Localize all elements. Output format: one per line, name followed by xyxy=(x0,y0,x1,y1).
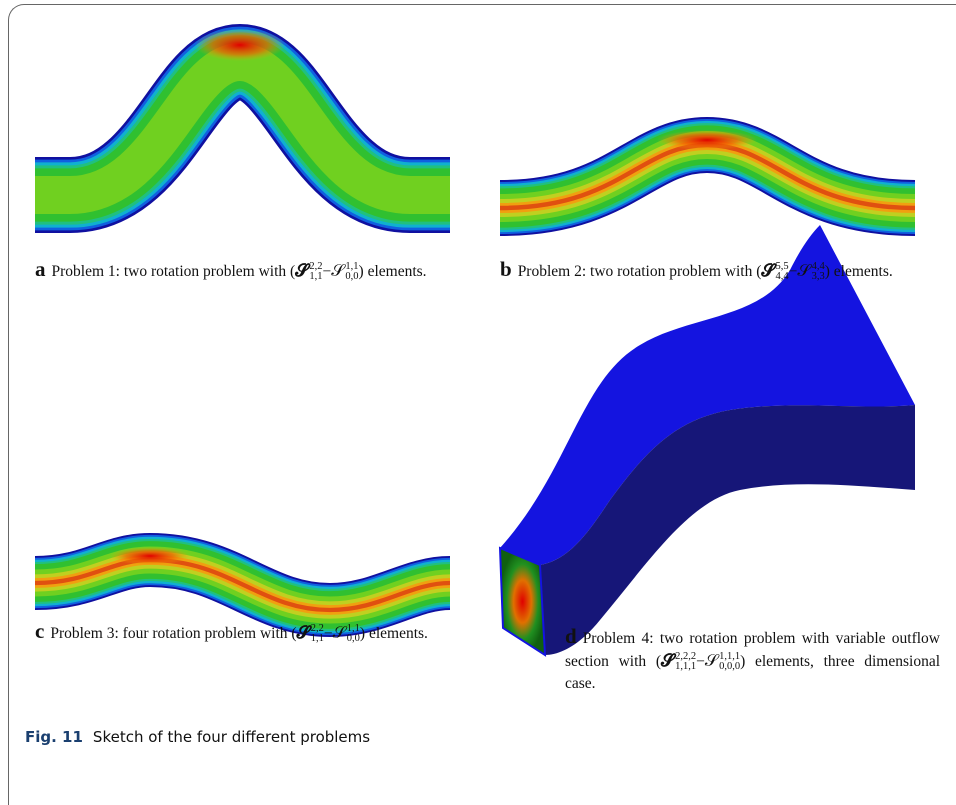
math-indices: 2,2 1,1 xyxy=(310,623,324,645)
panel-label: c xyxy=(35,619,45,643)
hot-spot xyxy=(657,130,757,150)
math-sup: 4,4 xyxy=(811,261,825,273)
math-indices: 1,1 0,0 xyxy=(345,261,359,283)
math-base: 𝓢 xyxy=(761,261,775,280)
band-layer xyxy=(34,557,451,613)
math-base: 𝒮 xyxy=(332,623,346,642)
figure-caption: Fig. 11 Sketch of the four different prob… xyxy=(25,728,370,746)
caption-text: Problem 4: two rotation problem with var… xyxy=(565,630,940,670)
math-symbol: − xyxy=(696,653,705,670)
math-sup: 2,2,2 xyxy=(675,651,697,663)
math: (𝓢 2,2 1,1 −𝒮 1,1 0,0) xyxy=(290,261,364,283)
math-symbol: ( xyxy=(290,263,296,280)
math-base: 𝒮 xyxy=(331,261,345,280)
math-symbol: − xyxy=(788,263,798,280)
math-symbol: ) xyxy=(359,625,366,642)
math-symbol: − xyxy=(322,263,332,280)
figure-frame xyxy=(8,4,956,805)
panel-caption: d Problem 4: two rotation problem with va… xyxy=(565,625,940,695)
panel-caption: a Problem 1: two rotation problem with (𝓢… xyxy=(35,258,450,283)
math-sup: 2,2 xyxy=(310,623,324,635)
panel-label: d xyxy=(565,624,577,648)
hot-spot xyxy=(195,29,285,61)
math-sup: 1,1 xyxy=(346,623,360,635)
panel-label: b xyxy=(500,257,512,281)
math-sup: 1,1 xyxy=(345,261,359,273)
math-base: 𝒮 xyxy=(704,651,719,670)
math-sub: 0,0,0 xyxy=(719,661,741,673)
math-base: 𝓢 xyxy=(296,623,310,642)
math-base: 𝓢 xyxy=(295,261,309,280)
figure-art xyxy=(34,23,916,657)
math: (𝓢 5,5 4,4 −𝒮 4,4 3,3) xyxy=(756,261,830,283)
caption-text: Problem 1: two rotation problem with xyxy=(51,263,287,280)
math-indices: 2,2 1,1 xyxy=(309,261,323,283)
math-indices: 4,4 3,3 xyxy=(811,261,825,283)
math-sub: 1,1 xyxy=(310,633,324,645)
math: (𝓢 2,2,2 1,1,1 −𝒮 1,1,1 0,0,0) xyxy=(655,651,746,673)
math-sub: 0,0 xyxy=(346,633,360,645)
math-symbol: ( xyxy=(756,263,762,280)
math-symbol: ) xyxy=(824,263,830,280)
math-indices: 5,5 4,4 xyxy=(775,261,789,283)
figure-label: Fig. 11 xyxy=(25,728,83,746)
panel-caption: c Problem 3: four rotation problem with (… xyxy=(35,620,450,645)
math-sub: 4,4 xyxy=(775,271,789,283)
hot-spot xyxy=(110,547,190,565)
box-end xyxy=(498,546,547,657)
math-indices: 1,1 0,0 xyxy=(346,623,360,645)
math-symbol: − xyxy=(323,625,333,642)
math-sub: 1,1,1 xyxy=(675,661,697,673)
math-base: 𝒮 xyxy=(797,261,811,280)
math-base: 𝓢 xyxy=(661,651,675,670)
caption-tail: elements, three dimensional case. xyxy=(565,653,941,692)
math-symbol: ( xyxy=(655,653,661,670)
figure-caption-text: Sketch of the four different problems xyxy=(92,728,371,746)
panel-label: a xyxy=(35,257,46,281)
math-symbol: ) xyxy=(358,263,364,280)
caption-tail: elements. xyxy=(367,263,427,280)
math-symbol: ( xyxy=(291,625,297,642)
math-symbol: ) xyxy=(740,653,746,670)
caption-text: Problem 3: four rotation problem with xyxy=(50,625,288,642)
page: a Problem 1: two rotation problem with (𝓢… xyxy=(8,4,956,805)
math-sup: 1,1,1 xyxy=(719,651,741,663)
band-layer xyxy=(35,42,450,214)
math-sub: 0,0 xyxy=(345,271,359,283)
math-sub: 1,1 xyxy=(309,271,323,283)
caption-tail: elements. xyxy=(833,263,893,280)
math-sub: 3,3 xyxy=(811,271,825,283)
box-top xyxy=(500,225,915,565)
math: (𝓢 2,2 1,1 −𝒮 1,1 0,0) xyxy=(291,623,366,645)
math-indices: 1,1,1 0,0,0 xyxy=(719,651,741,673)
box-side xyxy=(540,405,915,655)
math-indices: 2,2,2 1,1,1 xyxy=(675,651,697,673)
caption-tail: elements. xyxy=(368,625,428,642)
flow-bands xyxy=(34,23,916,638)
math-sup: 2,2 xyxy=(309,261,323,273)
math-sup: 5,5 xyxy=(775,261,789,273)
caption-text: Problem 2: two rotation problem with xyxy=(517,263,753,280)
panel-caption: b Problem 2: two rotation problem with (𝓢… xyxy=(500,258,915,283)
